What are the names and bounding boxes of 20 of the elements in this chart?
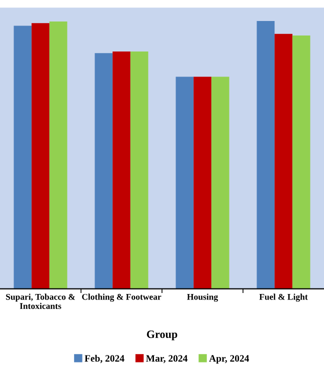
- legend-label: Apr, 2024: [209, 355, 250, 364]
- x-tick-label: Fuel & Light: [259, 294, 308, 302]
- bar: [130, 52, 148, 289]
- bar: [194, 76, 212, 289]
- bar: [176, 76, 194, 289]
- bar: [256, 20, 275, 289]
- bar: [49, 22, 68, 289]
- legend-label: Feb, 2024: [84, 354, 124, 364]
- x-tick-label: Housing: [187, 294, 218, 302]
- bar: [112, 52, 130, 289]
- x-tick-label: Supari, Tobacco & Intoxicants: [6, 294, 75, 309]
- bar: [14, 26, 32, 289]
- x-tick-label: Clothing & Footwear: [82, 294, 162, 302]
- bar: [274, 34, 292, 289]
- legend-label: Mar, 2024: [146, 355, 188, 364]
- x-axis-title: Group: [146, 330, 178, 340]
- bar: [94, 53, 113, 289]
- bar: [292, 35, 310, 289]
- bar: [32, 23, 50, 289]
- bar: [211, 76, 230, 289]
